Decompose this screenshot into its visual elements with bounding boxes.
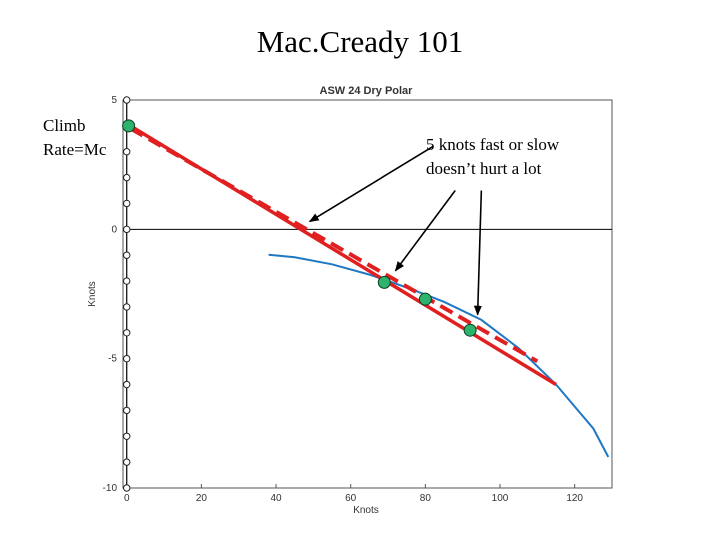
y-tick-label: 5	[111, 95, 117, 106]
y-tick-label: -5	[108, 354, 117, 365]
slide-title: Mac.Cready 101	[256, 24, 464, 59]
climb-axis-marker	[123, 303, 131, 311]
x-tick-label: 20	[196, 493, 208, 504]
climb-label-line1: Climb	[43, 116, 86, 135]
climb-axis-marker	[123, 406, 131, 415]
tangent-point	[377, 275, 391, 289]
x-tick-label: 0	[124, 493, 130, 504]
x-tick-label: 120	[566, 493, 583, 504]
solid-tangent-line	[129, 124, 557, 386]
tangent-point	[122, 119, 136, 133]
climb-axis-marker	[123, 96, 131, 104]
series-layer	[123, 96, 610, 492]
x-tick-label: 100	[492, 493, 509, 504]
dashed-tangent-line	[129, 126, 539, 364]
x-tick-label: 60	[345, 493, 357, 504]
climb-axis-marker	[123, 432, 131, 440]
annotation-text: 5 knots fast or slow doesn’t hurt a lot	[426, 133, 559, 181]
arrow-layer	[308, 145, 483, 316]
x-axis-label: Knots	[353, 505, 379, 516]
tangent-point	[418, 292, 432, 306]
climb-axis-marker	[123, 354, 131, 363]
plot-frame	[122, 99, 613, 489]
y-tick-label: -10	[103, 483, 118, 494]
y-tick-label: 0	[111, 224, 117, 235]
climb-axis-marker	[123, 251, 131, 259]
climb-axis-marker	[123, 173, 131, 182]
x-tick-label: 80	[420, 493, 432, 504]
climb-axis-marker	[123, 458, 131, 466]
x-tick-label: 40	[270, 493, 282, 504]
annotation-line2: doesn’t hurt a lot	[426, 159, 542, 178]
climb-axis-marker	[123, 225, 131, 234]
climb-rate-label: Climb Rate=Mc	[43, 114, 106, 162]
polar-curve-line	[268, 253, 610, 458]
climb-axis-marker	[123, 484, 131, 492]
annotation-line1: 5 knots fast or slow	[426, 135, 560, 154]
annotation-arrow	[394, 190, 456, 272]
plot-title: ASW 24 Dry Polar	[320, 85, 414, 97]
annotation-arrow	[308, 145, 434, 223]
climb-axis-marker	[123, 380, 131, 389]
points-layer	[122, 119, 477, 337]
climb-axis-marker	[123, 199, 131, 208]
climb-label-line2: Rate=Mc	[43, 140, 107, 159]
ticks-layer: 0 20 40 60 80 100 120 5 0 -5 -10	[103, 95, 584, 504]
climb-axis-marker	[123, 277, 131, 285]
tangent-point	[463, 323, 477, 337]
annotation-arrow	[473, 190, 483, 316]
climb-axis-marker	[123, 148, 131, 156]
climb-axis-marker	[123, 329, 131, 337]
y-axis-label: Knots	[87, 281, 98, 307]
